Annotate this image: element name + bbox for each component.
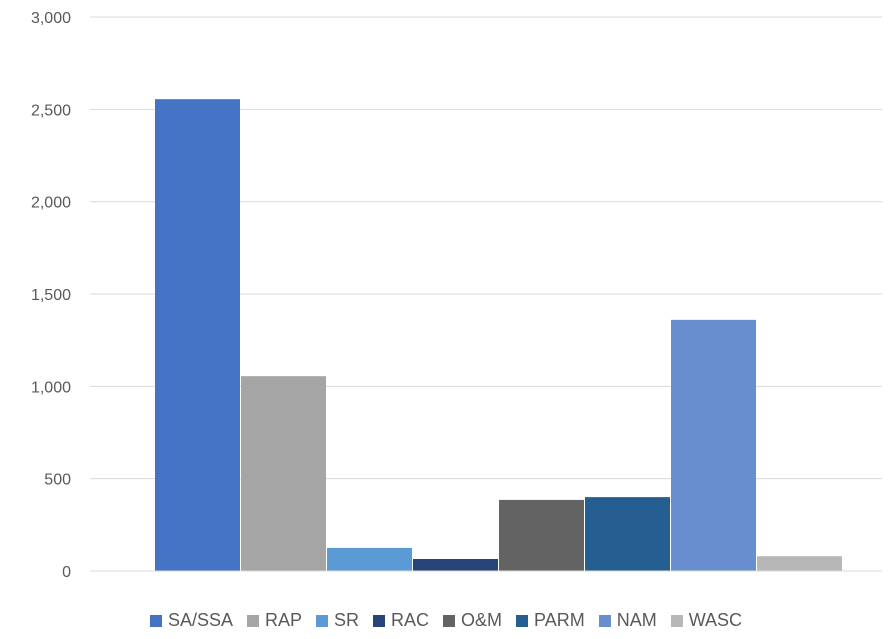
legend-swatch (149, 614, 162, 627)
legend-swatch (598, 614, 611, 627)
legend-swatch (246, 614, 259, 627)
y-tick-label: 0 (62, 564, 71, 581)
legend-label: PARM (534, 610, 585, 630)
legend-item: O&M (443, 610, 502, 631)
legend-item: RAC (373, 610, 429, 631)
legend-swatch (670, 614, 683, 627)
legend-label: SA/SSA (167, 610, 233, 630)
bar-sr (327, 547, 412, 571)
legend-item: SA/SSA (149, 610, 233, 631)
y-tick-label: 2,500 (31, 102, 71, 119)
legend-label: RAP (264, 610, 302, 630)
legend-swatch (315, 614, 328, 627)
legend-item: SR (315, 610, 359, 631)
bar-nam (671, 319, 756, 571)
legend-label: WASC (688, 610, 743, 630)
bar-wasc (757, 556, 842, 571)
legend: SA/SSA RAP SR RAC O&M PARM NAM WASC (0, 610, 892, 631)
y-tick-label: 1,500 (31, 287, 71, 304)
legend-item: PARM (516, 610, 585, 631)
y-tick-label: 500 (44, 472, 71, 489)
bars (155, 99, 842, 571)
bar-parm (585, 497, 670, 571)
bar-rac (413, 558, 498, 571)
legend-item: NAM (598, 610, 657, 631)
legend-label: O&M (461, 610, 503, 630)
y-axis-ticks: 0 500 1,000 1,500 2,000 2,500 3,000 (31, 10, 71, 581)
legend-label: RAC (391, 610, 430, 630)
legend-label: SR (333, 610, 359, 630)
y-tick-label: 1,000 (31, 379, 71, 396)
y-tick-label: 3,000 (31, 10, 71, 27)
legend-swatch (373, 614, 385, 627)
bar-o-m (499, 499, 584, 571)
legend-swatch (516, 614, 529, 627)
legend-swatch (443, 614, 456, 627)
legend-label: NAM (616, 610, 657, 630)
chart-plot: 0 500 1,000 1,500 2,000 2,500 3,000 (31, 10, 882, 581)
bar-sa-ssa (155, 99, 240, 571)
bar-rap (241, 376, 326, 571)
legend-item: RAP (246, 610, 302, 631)
y-tick-label: 2,000 (31, 195, 71, 212)
legend-item: WASC (670, 610, 743, 631)
